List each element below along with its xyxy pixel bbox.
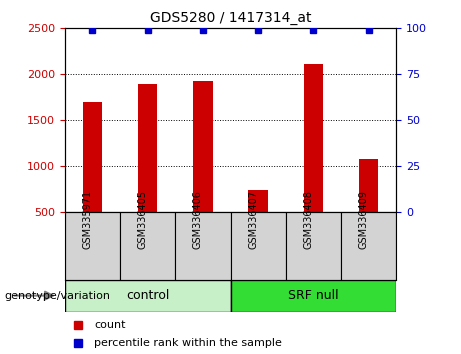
Bar — [286, 212, 341, 280]
Bar — [230, 280, 396, 312]
Bar — [65, 212, 120, 280]
Text: GSM336409: GSM336409 — [359, 190, 369, 249]
Bar — [341, 212, 396, 280]
Bar — [248, 190, 268, 258]
Bar — [193, 81, 213, 258]
Bar — [359, 159, 378, 258]
Text: control: control — [126, 289, 169, 302]
Text: GSM336406: GSM336406 — [193, 190, 203, 249]
Bar — [138, 85, 157, 258]
Text: SRF null: SRF null — [288, 289, 339, 302]
Text: count: count — [95, 320, 126, 330]
Bar — [65, 280, 230, 312]
Text: GSM336405: GSM336405 — [137, 190, 148, 249]
Text: GSM336407: GSM336407 — [248, 190, 258, 249]
Text: GSM335971: GSM335971 — [82, 189, 92, 249]
Text: percentile rank within the sample: percentile rank within the sample — [95, 338, 282, 348]
Text: genotype/variation: genotype/variation — [5, 291, 111, 301]
Bar — [120, 212, 175, 280]
Bar — [304, 64, 323, 258]
Bar — [175, 212, 230, 280]
Text: GSM336408: GSM336408 — [303, 190, 313, 249]
Bar — [230, 212, 286, 280]
Title: GDS5280 / 1417314_at: GDS5280 / 1417314_at — [150, 11, 311, 24]
Bar — [83, 102, 102, 258]
